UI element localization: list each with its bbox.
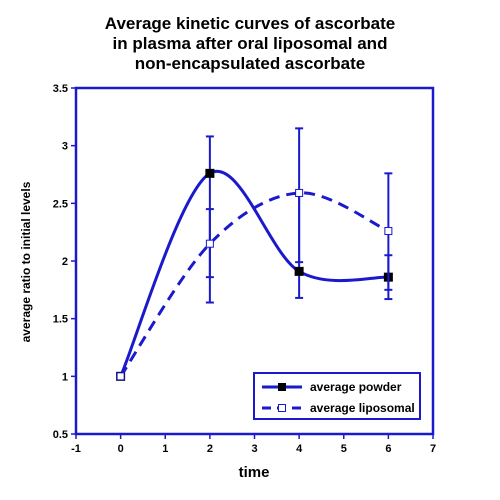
y-tick-label: 3: [62, 141, 68, 153]
chart-title-line-3: non-encapsulated ascorbate: [134, 54, 366, 73]
series-line-average-powder: [119, 169, 389, 377]
x-tick-label: 6: [385, 443, 391, 455]
y-tick-label: 0.5: [53, 429, 68, 441]
chart-title-line-1: Average kinetic curves of ascorbate: [104, 14, 396, 33]
data-point-marker: [205, 168, 215, 178]
legend-marker: [278, 383, 286, 391]
data-point-marker: [116, 372, 125, 381]
x-tick-label: 3: [251, 443, 257, 455]
y-tick-label: 2.5: [53, 198, 68, 210]
x-tick-label: 1: [162, 443, 168, 455]
x-axis-label: time: [238, 464, 270, 481]
y-tick-label: 2: [62, 256, 68, 268]
data-point-marker: [294, 266, 304, 276]
legend-label: average powder: [310, 380, 402, 394]
data-point-marker: [384, 227, 393, 236]
y-tick-label: 1.5: [53, 314, 68, 326]
legend-marker: [278, 404, 286, 412]
y-tick-label: 3.5: [53, 83, 68, 95]
axis-ticks: -1 0 1 2 3 4 5 6 7 0.5 1 1.5 2 2.5 3 3.5: [53, 83, 436, 455]
series-average-liposomal: [116, 172, 393, 381]
x-tick-label: 5: [341, 443, 347, 455]
y-tick-label: 1: [62, 371, 68, 383]
x-tick-label: 2: [207, 443, 213, 455]
legend: average powder average liposomal: [253, 372, 421, 420]
series-line-average-liposomal: [119, 191, 389, 378]
chart-title: Average kinetic curves of ascorbate in p…: [0, 14, 500, 74]
x-tick-label: 0: [118, 443, 124, 455]
data-point-marker: [205, 239, 214, 248]
chart-title-line-2: in plasma after oral liposomal and: [112, 34, 388, 53]
x-tick-label: -1: [71, 443, 81, 455]
x-tick-label: 7: [430, 443, 436, 455]
data-point-marker: [295, 188, 304, 197]
series-group: [116, 127, 393, 381]
legend-label: average liposomal: [310, 401, 415, 415]
x-tick-label: 4: [296, 443, 303, 455]
